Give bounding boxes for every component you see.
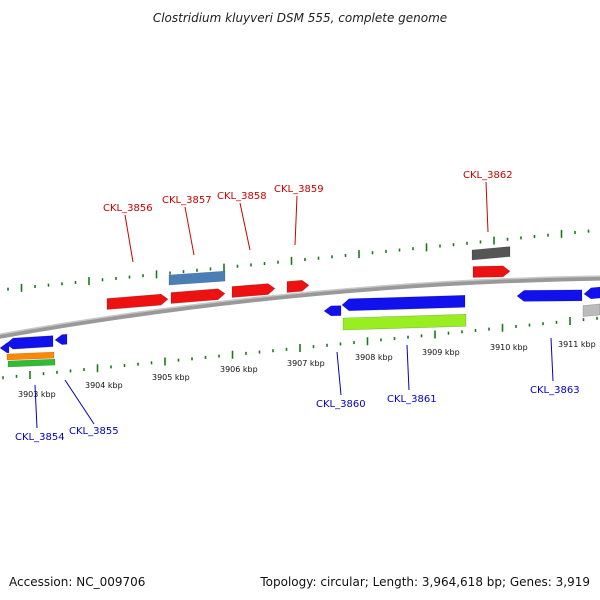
scale-label: 3905 kbp	[152, 373, 190, 382]
gene-ckl-3854-arrow-outline	[5, 335, 54, 350]
gene-ckl-3864-arrow-body	[584, 287, 600, 299]
forward-tick-track	[7, 229, 590, 292]
gene-ckl-3864-arrow	[583, 286, 600, 300]
scale-label: 3907 kbp	[287, 359, 325, 368]
lime-feature-bar-body	[343, 314, 466, 330]
gene-ckl-3859-arrow-body	[287, 280, 309, 293]
gene-ckl-3864-arrow-outline	[583, 286, 600, 300]
gene-ckl-3855-arrow	[54, 333, 68, 345]
gene-ckl-3858-arrow-outline	[231, 283, 276, 298]
callout-line	[294, 195, 298, 246]
gene-ckl-3854-arrow	[5, 335, 54, 350]
gray-feature-bar-body	[472, 246, 510, 260]
orange-feature-bar-body	[7, 352, 54, 360]
gene-ckl-3862-arrow-body	[473, 265, 510, 278]
gene-ckl-3854-arrow-body	[6, 335, 53, 350]
gene-ckl-3861-arrow-body	[342, 295, 465, 311]
callout-line	[239, 202, 251, 251]
silver-feature-bar-outline	[582, 303, 600, 317]
callout-line	[64, 379, 95, 425]
gene-ckl-3859-arrow	[286, 279, 310, 293]
scale-label: 3909 kbp	[422, 348, 460, 357]
orange-feature-bar-outline	[6, 351, 55, 361]
callout-line	[184, 206, 195, 256]
gene-ckl-3858-arrow	[231, 283, 276, 298]
gene-ckl-3856-arrow-outline	[106, 293, 169, 310]
scale-label: 3910 kbp	[490, 343, 528, 352]
gene-ckl-3853-arrow-outline	[0, 342, 10, 354]
gene-label-ckl-3857[interactable]: CKL_3857	[162, 195, 212, 206]
gene-ckl-3859-arrow-outline	[286, 279, 310, 293]
callout-line	[336, 351, 342, 396]
genome-backbone-highlight	[0, 275, 600, 335]
feature-track	[0, 246, 600, 368]
callout-line	[550, 337, 554, 382]
gene-ckl-3862-arrow-outline	[472, 265, 511, 278]
silver-feature-bar-body	[583, 303, 600, 317]
green-feature-bar	[7, 358, 56, 368]
scale-label: 3911 kbp	[558, 340, 596, 349]
genome-backbone	[0, 275, 600, 339]
gene-label-ckl-3856[interactable]: CKL_3856	[103, 203, 153, 214]
gene-label-ckl-3859[interactable]: CKL_3859	[274, 184, 324, 195]
gene-ckl-3853-arrow-body	[0, 342, 9, 353]
gene-ckl-3861-arrow	[341, 295, 466, 312]
silver-feature-bar	[582, 303, 600, 317]
genome-summary-text: Topology: circular; Length: 3,964,618 bp…	[259, 575, 590, 589]
gene-ckl-3858-arrow-body	[232, 283, 275, 298]
gene-label-ckl-3861[interactable]: CKL_3861	[387, 394, 437, 405]
green-feature-bar-body	[8, 359, 55, 367]
gene-ckl-3863-arrow-body	[517, 289, 582, 302]
callout-line	[34, 384, 38, 429]
scale-label: 3903 kbp	[18, 390, 56, 399]
gene-ckl-3857-arrow-body	[171, 288, 225, 304]
gene-ckl-3860-arrow-outline	[323, 305, 342, 317]
gene-label-ckl-3862[interactable]: CKL_3862	[463, 170, 513, 181]
gene-ckl-3855-arrow-body	[55, 334, 67, 345]
scale-label: 3908 kbp	[355, 353, 393, 362]
steel-feature-bar-outline	[168, 270, 226, 286]
gray-feature-bar	[471, 246, 511, 261]
gene-labels: CKL_3856 CKL_3857 CKL_3858 CKL_3859 CKL_…	[15, 170, 580, 443]
gene-ckl-3860-arrow	[323, 305, 342, 317]
map-title: Clostridium kluyveri DSM 555, complete g…	[153, 11, 447, 25]
gene-ckl-3863-arrow-outline	[516, 289, 583, 302]
reverse-tick-track	[2, 316, 598, 380]
green-feature-bar-outline	[7, 358, 56, 368]
gene-label-ckl-3854[interactable]: CKL_3854	[15, 432, 65, 443]
gray-feature-bar-outline	[471, 246, 511, 261]
gene-callouts	[34, 181, 554, 429]
gene-ckl-3863-arrow	[516, 289, 583, 302]
scale-label: 3904 kbp	[85, 381, 123, 390]
gene-ckl-3861-arrow-outline	[341, 295, 466, 312]
scale-labels: 3903 kbp 3904 kbp 3905 kbp 3906 kbp 3907…	[18, 340, 596, 399]
gene-ckl-3860-arrow-body	[324, 305, 341, 316]
accession-text: Accession: NC_009706	[9, 575, 145, 589]
gene-label-ckl-3858[interactable]: CKL_3858	[217, 191, 267, 202]
gene-ckl-3862-arrow	[472, 265, 511, 278]
callout-line	[485, 181, 489, 233]
callout-line	[406, 344, 410, 391]
gene-ckl-3857-arrow	[170, 288, 226, 304]
gene-ckl-3856-arrow-body	[107, 294, 168, 310]
steel-feature-bar-body	[169, 271, 225, 285]
callout-line	[124, 214, 134, 263]
gene-label-ckl-3855[interactable]: CKL_3855	[69, 426, 119, 437]
lime-feature-bar-outline	[342, 314, 467, 331]
steel-feature-bar	[168, 270, 226, 286]
gene-ckl-3853-arrow	[0, 342, 10, 354]
gene-ckl-3857-arrow-outline	[170, 288, 226, 304]
gene-ckl-3856-arrow	[106, 293, 169, 310]
gene-label-ckl-3860[interactable]: CKL_3860	[316, 399, 366, 410]
scale-label: 3906 kbp	[220, 365, 258, 374]
gene-ckl-3855-arrow-outline	[54, 333, 68, 345]
lime-feature-bar	[342, 314, 467, 331]
gene-label-ckl-3863[interactable]: CKL_3863	[530, 385, 580, 396]
orange-feature-bar	[6, 351, 55, 361]
